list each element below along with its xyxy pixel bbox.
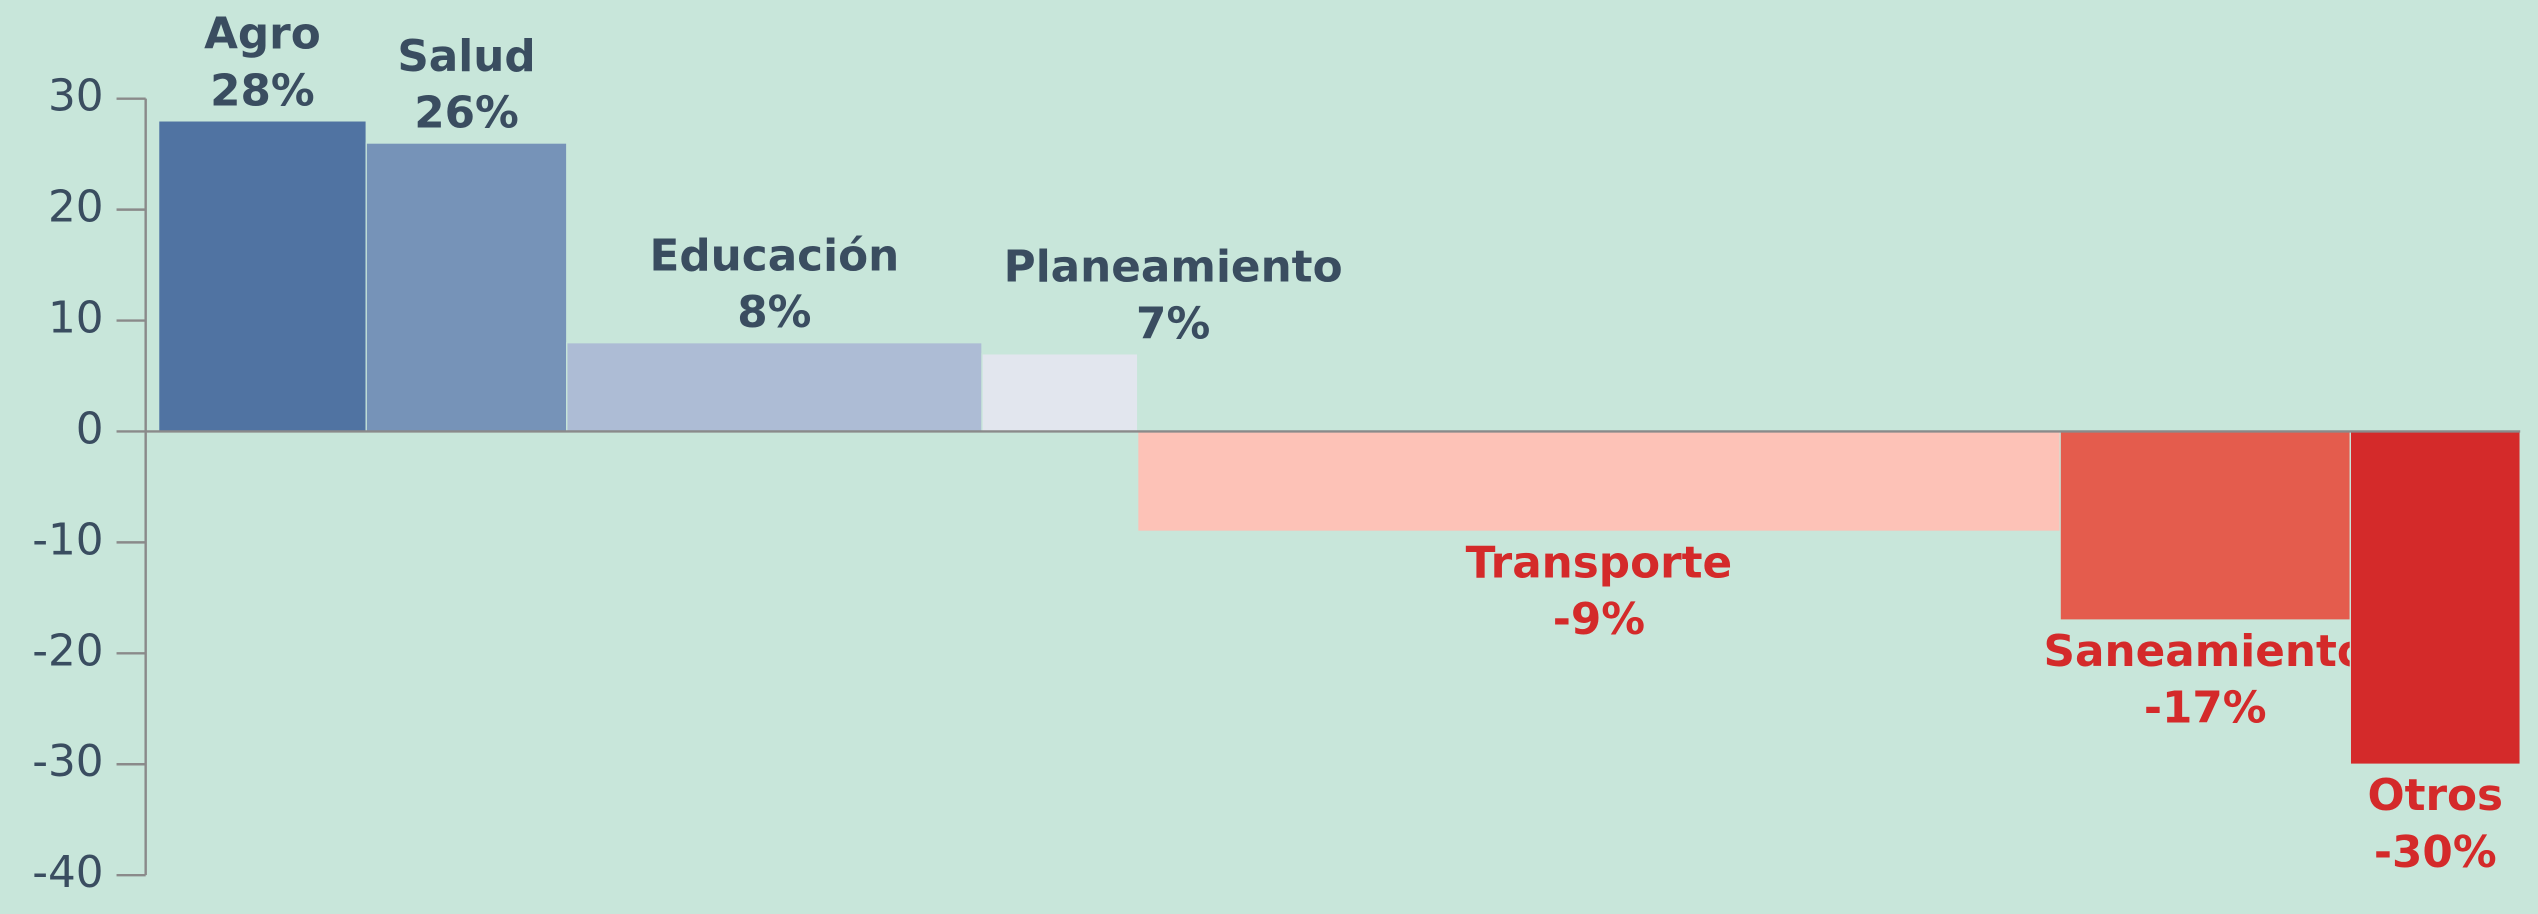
- category-label: Otros: [2367, 770, 2503, 821]
- value-label: 7%: [1136, 298, 1210, 349]
- y-tick-label: -30: [32, 736, 103, 787]
- category-label: Saneamiento: [2044, 626, 2367, 677]
- bar: [1137, 430, 2061, 532]
- y-tick-label: 0: [76, 403, 104, 454]
- category-label: Agro: [204, 9, 321, 60]
- y-tick-label: 20: [48, 182, 104, 233]
- y-tick-label: -20: [32, 625, 103, 676]
- value-label: 28%: [210, 65, 315, 116]
- bar: [566, 342, 983, 433]
- value-label: 26%: [414, 88, 519, 139]
- y-tick-label: -10: [32, 514, 103, 565]
- category-label: Salud: [397, 31, 535, 82]
- bar: [2059, 430, 2351, 621]
- value-label: -17%: [2144, 683, 2267, 734]
- y-tick-label: -40: [32, 847, 103, 898]
- y-tick-label: 10: [48, 293, 104, 344]
- value-label: -30%: [2374, 827, 2497, 878]
- category-label: Planeamiento: [1004, 242, 1343, 293]
- bar: [2349, 430, 2521, 765]
- category-label: Transporte: [1466, 537, 1733, 588]
- y-tick-label: 30: [48, 71, 104, 122]
- bar: [157, 120, 367, 433]
- bar: [981, 353, 1139, 433]
- value-label: 8%: [737, 287, 811, 338]
- category-label: Educación: [650, 231, 900, 282]
- value-label: -9%: [1553, 594, 1645, 645]
- bar: [365, 142, 568, 433]
